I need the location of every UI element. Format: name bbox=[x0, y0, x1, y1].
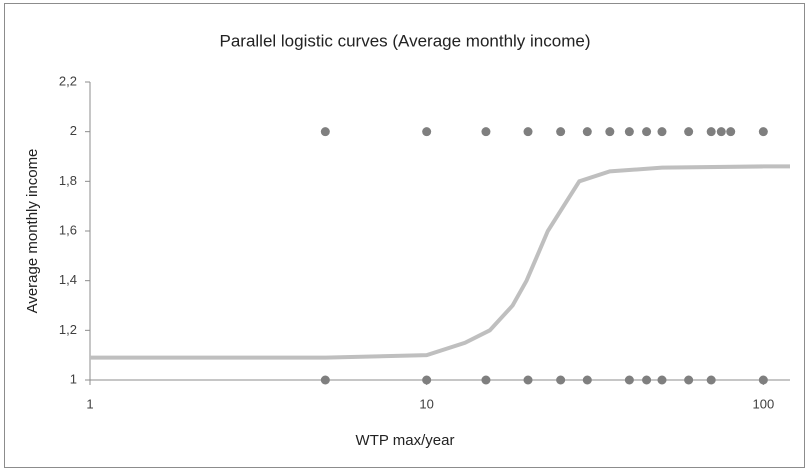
y-tick-label: 1,4 bbox=[59, 272, 77, 287]
point bbox=[320, 375, 330, 385]
x-tick-label: 10 bbox=[419, 396, 433, 411]
point bbox=[624, 127, 634, 137]
point bbox=[523, 375, 533, 385]
point bbox=[481, 127, 491, 137]
point bbox=[624, 375, 634, 385]
y-tick-label: 2,2 bbox=[59, 73, 77, 88]
y-tick-label: 1,2 bbox=[59, 322, 77, 337]
point bbox=[758, 127, 768, 137]
point bbox=[556, 127, 566, 137]
chart-frame bbox=[4, 3, 805, 468]
point bbox=[706, 375, 716, 385]
x-tick-label: 100 bbox=[752, 396, 774, 411]
y-axis-label: Average monthly income bbox=[24, 149, 41, 314]
point bbox=[605, 127, 615, 137]
point bbox=[684, 375, 694, 385]
y-tick-label: 1 bbox=[70, 371, 77, 386]
point bbox=[582, 375, 592, 385]
y-tick-label: 1,8 bbox=[59, 173, 77, 188]
point bbox=[706, 127, 716, 137]
point bbox=[726, 127, 736, 137]
chart-title: Parallel logistic curves (Average monthl… bbox=[219, 31, 590, 50]
point bbox=[657, 127, 667, 137]
y-tick-label: 2 bbox=[70, 123, 77, 138]
x-axis-label: WTP max/year bbox=[356, 432, 455, 449]
point bbox=[481, 375, 491, 385]
x-tick-label: 1 bbox=[86, 396, 93, 411]
y-tick-label: 1,6 bbox=[59, 222, 77, 237]
point bbox=[684, 127, 694, 137]
point bbox=[422, 375, 432, 385]
point bbox=[716, 127, 726, 137]
point bbox=[523, 127, 533, 137]
point bbox=[556, 375, 566, 385]
point bbox=[582, 127, 592, 137]
point bbox=[422, 127, 432, 137]
point bbox=[758, 375, 768, 385]
curve bbox=[90, 164, 790, 360]
point bbox=[642, 375, 652, 385]
point bbox=[642, 127, 652, 137]
point bbox=[320, 127, 330, 137]
point bbox=[657, 375, 667, 385]
